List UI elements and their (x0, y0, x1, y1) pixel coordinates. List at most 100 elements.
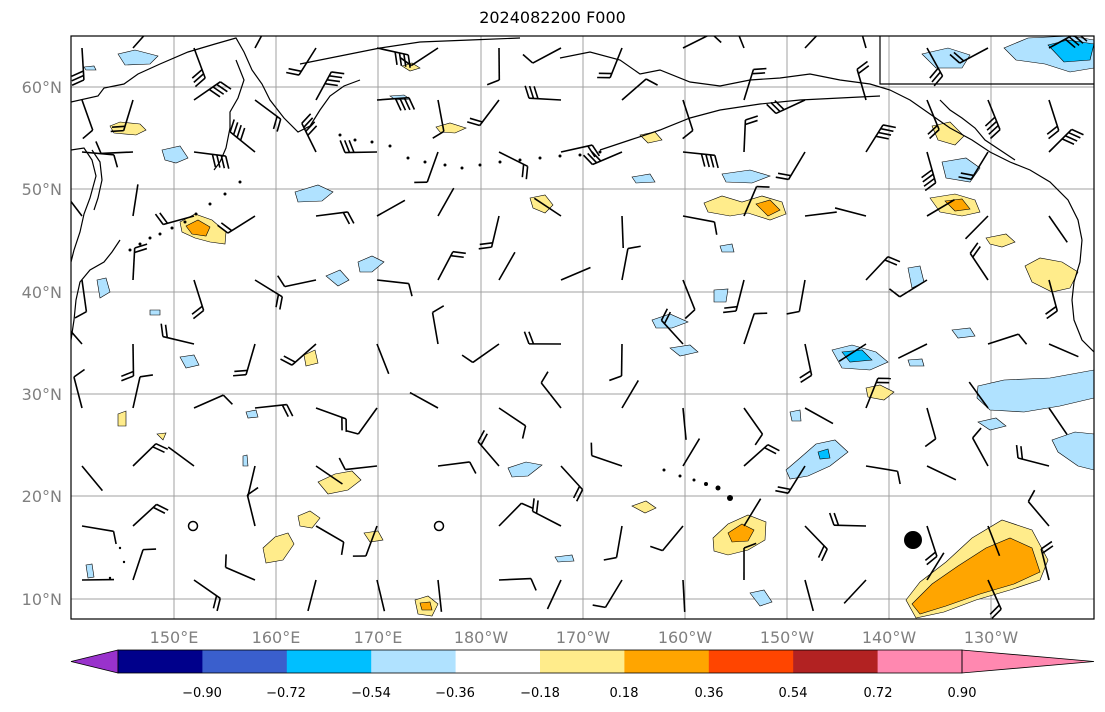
wind-barb (301, 113, 318, 153)
wind-barb (132, 442, 169, 467)
wind-barb (376, 343, 390, 375)
wind-barb (315, 407, 348, 432)
wind-barb (81, 151, 119, 168)
wind-barb (984, 99, 1001, 140)
negative-anomaly (161, 145, 189, 164)
wind-barb (590, 442, 623, 467)
wind-barb (132, 374, 153, 409)
wind-barb (834, 207, 867, 217)
wind-barb (400, 47, 439, 67)
wind-barb (533, 197, 562, 217)
wind-barb (865, 465, 901, 485)
wind-barb (540, 371, 562, 409)
coastline-arctic (299, 37, 521, 65)
wind-barb (987, 579, 1002, 619)
wind-barb (132, 548, 157, 581)
negative-anomaly (179, 354, 200, 369)
wind-barb (193, 151, 230, 169)
wind-barb (682, 407, 687, 440)
coastline-bc-islands (939, 99, 1016, 161)
wind-barb (838, 343, 867, 363)
positive-anomaly (109, 121, 147, 136)
wind-barb (804, 525, 828, 562)
colorbar-tick-label: 0.18 (610, 686, 639, 701)
wind-barb (621, 78, 658, 101)
lat-label: 60°N (22, 78, 62, 97)
border-canada-us (879, 36, 1094, 85)
wind-barb (949, 47, 989, 64)
lon-label: 160°W (658, 628, 713, 647)
positive-anomaly (185, 219, 211, 237)
wind-barb (723, 279, 745, 314)
negative-anomaly (951, 327, 976, 339)
coastline-asia (71, 37, 361, 133)
wind-barb (276, 275, 317, 288)
wind-barb (843, 579, 867, 604)
wind-barb (233, 343, 256, 377)
positive-anomaly (117, 410, 127, 427)
lat-label: 40°N (22, 283, 62, 302)
wind-barb (409, 391, 439, 409)
wind-barb (560, 266, 591, 281)
negative-anomaly (245, 409, 259, 419)
lon-label: 150°E (150, 628, 199, 647)
coastline-japan (71, 239, 121, 341)
colorbar-extend-high (961, 649, 1095, 674)
wind-barb (160, 323, 195, 345)
wind-barb (621, 215, 625, 249)
wind-barb (191, 279, 205, 320)
wind-barb (682, 438, 701, 467)
wind-barb (766, 99, 806, 115)
positive-anomaly (755, 199, 781, 217)
wind-barb (437, 461, 477, 474)
wind-barb (154, 212, 195, 226)
wind-barb (1048, 215, 1068, 243)
colorbar-tick-label: −0.36 (435, 686, 475, 701)
positive-anomaly (931, 121, 965, 146)
wind-barb (969, 242, 989, 281)
wind-barb (743, 542, 757, 581)
wind-barb (1027, 489, 1050, 527)
wind-barb (921, 151, 937, 192)
wind-barb (897, 343, 928, 359)
negative-anomaly (651, 313, 689, 329)
wind-barb (376, 96, 416, 111)
wind-barb (650, 525, 684, 552)
wind-barb (191, 47, 206, 88)
wind-barb (582, 151, 623, 166)
colorbar-segment (202, 650, 288, 673)
lon-axis: 150°E 160°E 170°E 180°W 170°W 160°W 150°… (150, 628, 1019, 647)
wind-barb (682, 279, 696, 320)
wind-barb (193, 579, 222, 612)
wind-barb (352, 525, 378, 557)
colorbar-segment (540, 650, 625, 673)
negative-anomaly (554, 554, 575, 563)
wind-barb (132, 184, 139, 217)
wind-barb (775, 151, 806, 181)
wind-barb (254, 36, 263, 49)
negative-anomaly (242, 454, 249, 467)
wind-barb (682, 215, 718, 235)
wind-barb (414, 151, 439, 184)
colorbar-segment (624, 650, 710, 673)
negative-anomaly (721, 169, 771, 184)
wind-barb (432, 99, 445, 139)
wind-barb (193, 81, 232, 101)
calm-wind-circle (187, 520, 199, 532)
wind-barb (597, 47, 623, 79)
wind-barb (621, 380, 639, 409)
wind-barb (437, 187, 455, 217)
colorbar-segment (793, 650, 879, 673)
lat-label: 30°N (22, 385, 62, 404)
wind-barb (498, 151, 529, 180)
wind-barb (1045, 279, 1059, 320)
wind-barb (254, 99, 282, 132)
wind-barb (193, 394, 233, 409)
lon-label: 170°W (556, 628, 611, 647)
island-chains (108, 133, 733, 580)
lat-axis: 10°N 20°N 30°N 40°N 50°N 60°N (22, 78, 62, 609)
lon-label: 180°W (454, 628, 509, 647)
negative-anomaly (713, 288, 729, 303)
wind-barb (660, 308, 684, 345)
